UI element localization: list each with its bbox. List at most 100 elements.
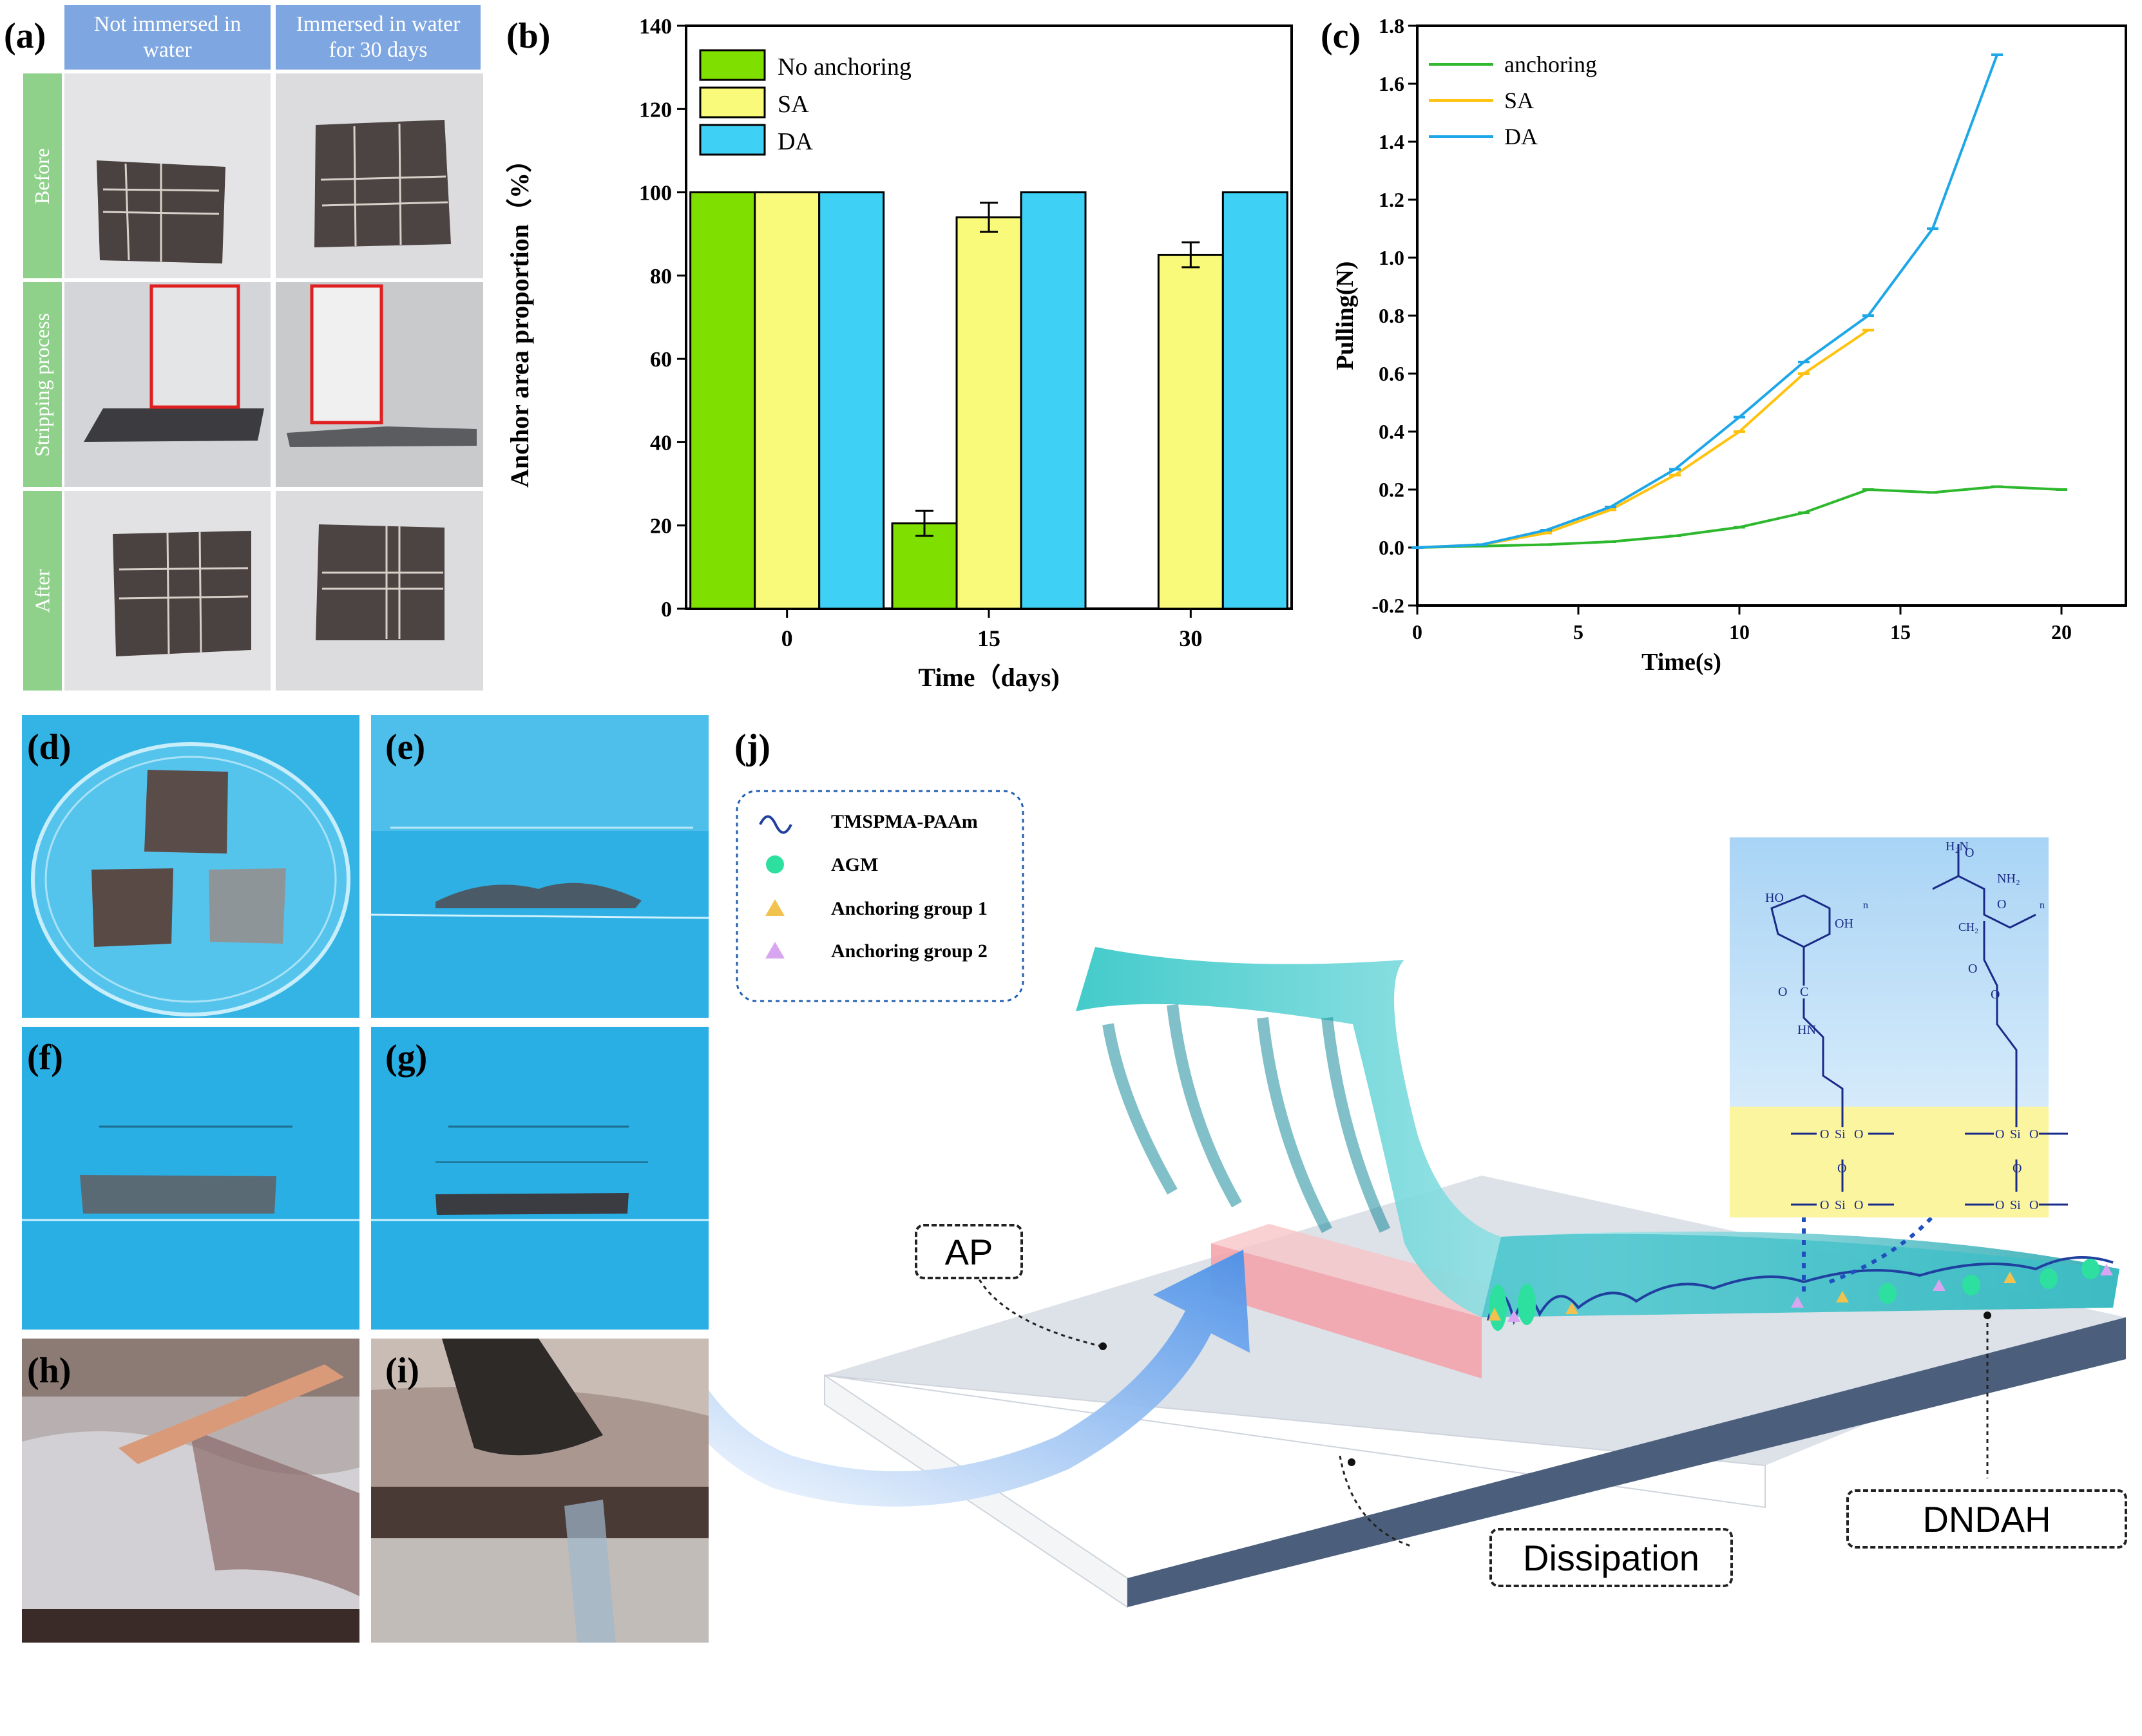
x-axis-label: Time(s) <box>1641 649 1721 676</box>
anchoring-group-2-icon <box>765 942 785 959</box>
x-tick-label: 5 <box>1573 620 1583 644</box>
bar <box>1020 191 1087 610</box>
chem-label: OH <box>1835 917 1853 931</box>
x-tick-label: 15 <box>977 625 1000 651</box>
x-axis-label: Time（days) <box>918 663 1059 692</box>
legend-label: SA <box>778 91 809 118</box>
y-tick-label: 0.8 <box>1379 304 1404 327</box>
panel-label-e: (e) <box>385 727 426 767</box>
header-immersed-30-days: Immersed in water for 30 days <box>276 5 481 70</box>
panel-j-legend: TMSPMA-PAAm AGM Anchoring group 1 Anchor… <box>736 790 1024 1002</box>
chem-label: O <box>1997 897 2006 911</box>
row-label-before: Before <box>23 73 62 278</box>
curved-arrow <box>709 1250 1250 1507</box>
chem-label: O <box>1995 1198 2004 1212</box>
y-tick-label: 1.6 <box>1379 72 1404 95</box>
legend-label: DA <box>1504 124 1538 149</box>
label-dissipation: Dissipation <box>1489 1528 1733 1587</box>
panel-label-b: (b) <box>506 16 551 56</box>
panel-label-c: (c) <box>1321 16 1361 56</box>
legend-label: SA <box>1504 88 1534 113</box>
anchoring-group-1-icon <box>765 899 785 916</box>
y-tick-label: 20 <box>650 515 672 539</box>
bar <box>955 216 1022 610</box>
panel-label-h: (h) <box>27 1351 72 1391</box>
y-tick-label: 0.2 <box>1379 478 1404 501</box>
panel-label-f: (f) <box>27 1038 63 1078</box>
chem-label: C <box>1800 985 1808 999</box>
chem-label: O <box>2013 1161 2022 1176</box>
x-tick-label: 0 <box>781 625 793 651</box>
bar <box>754 191 821 610</box>
y-tick-label: 0.6 <box>1379 362 1404 385</box>
y-tick-label: 1.8 <box>1379 14 1404 37</box>
x-tick-label: 0 <box>1412 620 1422 644</box>
label-ap: AP <box>915 1224 1023 1279</box>
chem-label: CH₂ <box>1958 920 1978 933</box>
sample-photo-before-wet <box>314 120 451 247</box>
legend-label: Anchoring group 1 <box>831 898 988 919</box>
bar <box>1157 254 1224 610</box>
hydrogel-sheet <box>1076 947 2119 1317</box>
panel-a-photos <box>64 73 483 691</box>
sample-photo-before-dry <box>97 160 225 263</box>
bar <box>1221 191 1288 610</box>
header-not-immersed: Not immersed in water <box>64 5 271 70</box>
y-tick-label: 1.4 <box>1379 130 1404 153</box>
chem-label: HO <box>1765 891 1784 905</box>
chem-label: O <box>1820 1127 1829 1141</box>
y-tick-label: 100 <box>639 182 672 205</box>
y-tick-label: 0 <box>661 598 672 622</box>
chem-label: NH₂ <box>1997 872 2020 886</box>
y-tick-label: 0.0 <box>1379 536 1404 559</box>
chem-label: O <box>1991 987 2000 1002</box>
panel-label-g: (g) <box>385 1038 428 1078</box>
polymer-network <box>1487 1256 2114 1331</box>
chem-label: Si <box>2010 1127 2021 1141</box>
y-tick-label: 120 <box>639 98 672 122</box>
panel-h-photo <box>22 1339 359 1643</box>
bar <box>818 191 885 610</box>
panel-label-i: (i) <box>385 1351 419 1391</box>
chem-label: O <box>1854 1127 1863 1141</box>
x-tick-label: 20 <box>2051 620 2072 644</box>
chain-icon <box>759 815 792 834</box>
y-tick-label: 0.4 <box>1379 420 1404 443</box>
agm-icon <box>766 855 784 873</box>
line-chart-pulling: -0.2 0.0 0.2 0.4 0.6 0.8 1.0 1.2 1.4 1.6 1.8 0 5 10 15… <box>1332 14 2127 676</box>
legend-label: DA <box>778 128 813 155</box>
y-axis-label: Anchor area proportion（%） <box>505 147 534 488</box>
chem-label: O <box>2029 1127 2038 1141</box>
chem-label: O <box>1965 846 1974 860</box>
y-tick-label: 140 <box>639 15 672 39</box>
legend-swatch <box>699 86 766 119</box>
x-tick-label: 10 <box>1729 620 1750 644</box>
row-label-stripping: Stripping process <box>23 282 62 487</box>
chem-label: n <box>1863 900 1868 911</box>
panel-d-photo <box>22 715 359 1018</box>
chem-label: Si <box>2010 1198 2021 1212</box>
y-axis-label: Pulling(N) <box>1332 262 1359 370</box>
chem-label: O <box>2029 1198 2038 1212</box>
legend-label: TMSPMA-PAAm <box>831 811 978 832</box>
y-tick-label: -0.2 <box>1372 594 1404 617</box>
panel-label-j: (j) <box>734 727 770 767</box>
series-line <box>1417 54 1998 549</box>
chemical-structure-box: HO OH C O HN O Si O O O Si O n O NH₂ H₂N… <box>1730 837 2068 1217</box>
panel-e-photo <box>371 715 709 1018</box>
panel-label-d: (d) <box>27 727 72 767</box>
chem-label: H₂N <box>1946 839 1969 854</box>
x-tick-label: 30 <box>1179 625 1202 651</box>
legend-label: No anchoring <box>778 53 912 81</box>
bar-chart-anchor-area: 0 20 40 60 80 100 120 140 0 15 30 No anchoring SA DA T… <box>505 15 1293 692</box>
chem-label: O <box>1968 962 1977 976</box>
chem-label: O <box>1820 1198 1829 1212</box>
y-tick-label: 1.2 <box>1379 188 1404 211</box>
sample-photo-after-wet <box>316 524 445 640</box>
legend-swatch <box>699 49 766 81</box>
chem-label: Si <box>1835 1127 1846 1141</box>
chem-label: HN <box>1797 1023 1816 1037</box>
chem-label: O <box>1854 1198 1863 1212</box>
legend-label: AGM <box>831 854 878 875</box>
chem-label: Si <box>1835 1198 1846 1212</box>
